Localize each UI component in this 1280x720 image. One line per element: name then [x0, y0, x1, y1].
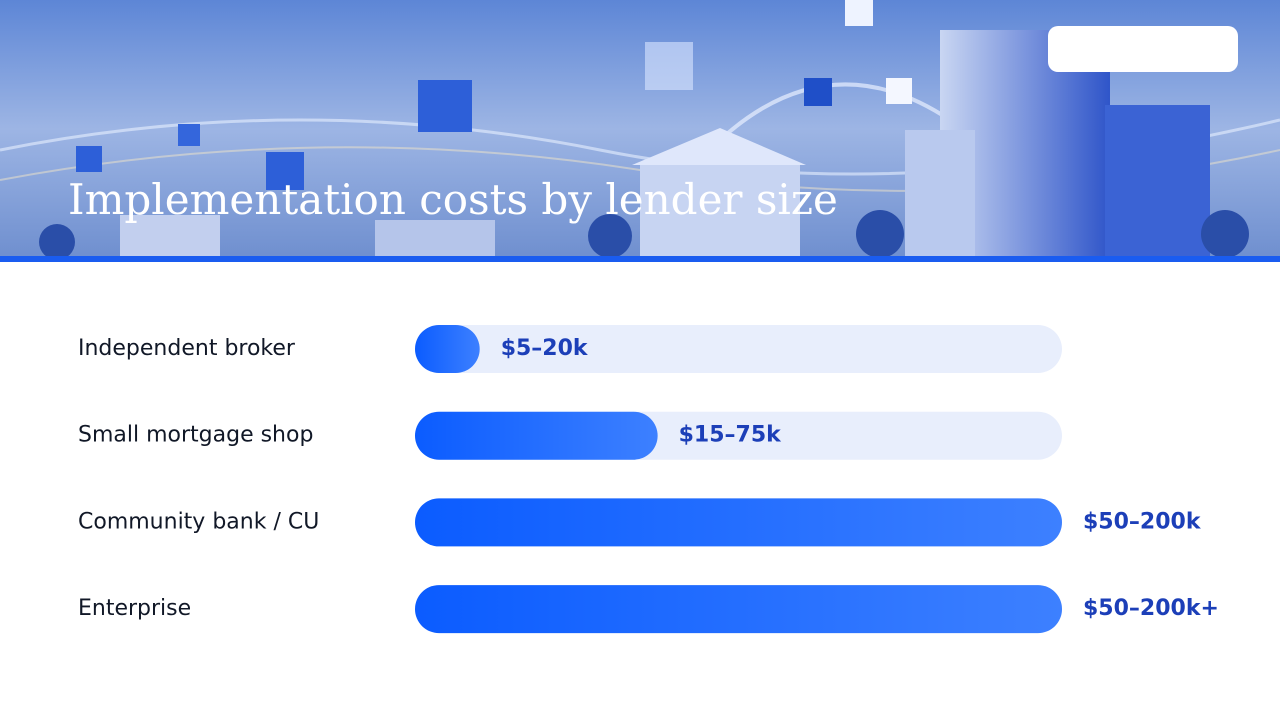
bar: [415, 498, 1062, 547]
bar: [415, 585, 1062, 634]
header-banner: [0, 0, 1280, 262]
slide-title: Implementation costs by lender size: [68, 175, 838, 224]
category-label: Small mortgage shop: [78, 423, 313, 448]
bar: [415, 411, 658, 460]
value-label: $50–200k+: [1083, 596, 1219, 621]
bar: [415, 325, 480, 373]
value-label: $5–20k: [501, 336, 589, 361]
value-label: $15–75k: [679, 423, 783, 448]
value-label: $50–200k: [1083, 509, 1202, 534]
category-label: Enterprise: [78, 596, 191, 621]
bar-track: [415, 325, 1062, 373]
category-label: Community bank / CU: [78, 509, 319, 534]
category-label: Independent broker: [78, 336, 296, 361]
